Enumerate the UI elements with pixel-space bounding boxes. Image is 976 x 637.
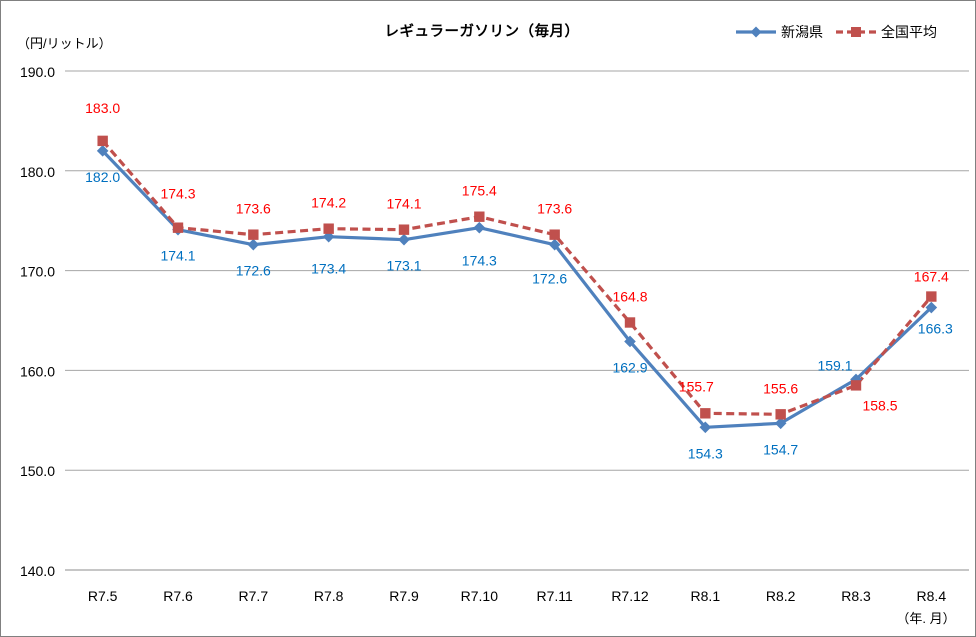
data-point-marker (699, 421, 712, 434)
x-axis-unit-label: （年. 月） (896, 611, 956, 626)
legend-marker (851, 27, 861, 37)
x-axis-tick-label: R7.9 (389, 588, 419, 604)
data-point-marker (96, 145, 109, 157)
data-label: 154.3 (688, 445, 723, 461)
data-label: 174.3 (160, 186, 195, 202)
data-point-marker (850, 380, 862, 391)
data-point-marker (549, 229, 560, 240)
x-axis-tick-label: R7.12 (611, 588, 649, 604)
legend-label-niigata: 新潟県 (781, 24, 823, 40)
data-label: 159.1 (817, 357, 852, 373)
data-label: 173.1 (386, 258, 421, 274)
national-average-line-marker-icon (836, 27, 876, 37)
data-label: 182.0 (85, 169, 120, 185)
data-label: 183.0 (85, 100, 120, 116)
y-axis-tick-label: 170.0 (20, 264, 55, 280)
x-axis-tick-label: R7.11 (537, 588, 574, 604)
data-point-marker (775, 409, 786, 420)
x-axis-tick-label: R8.1 (691, 588, 721, 604)
data-point-marker (323, 223, 334, 234)
data-label: 155.7 (679, 378, 714, 394)
legend-item-national-average: 全国平均 (836, 22, 937, 42)
y-axis-tick-label: 160.0 (20, 363, 55, 379)
data-point-marker (247, 238, 260, 251)
data-point-marker (398, 224, 410, 235)
data-point-marker (925, 301, 938, 314)
data-label: 173.6 (537, 201, 572, 217)
data-label: 173.4 (311, 261, 346, 277)
data-label: 173.6 (236, 201, 271, 217)
data-point-marker (473, 221, 486, 234)
x-axis-tick-label: R7.7 (239, 588, 269, 604)
data-point-marker (774, 417, 787, 430)
data-label: 164.8 (612, 288, 647, 304)
data-point-marker (548, 238, 561, 251)
chart-title: レギュラーガソリン（毎月） (384, 24, 580, 40)
data-point-marker (700, 408, 711, 419)
data-label: 166.3 (918, 321, 953, 337)
y-axis-tick-label: 190.0 (20, 64, 55, 80)
x-axis-tick-label: R7.8 (314, 588, 344, 604)
data-label: 162.9 (612, 359, 647, 375)
x-axis-tick-label: R8.2 (766, 588, 796, 604)
niigata-line-marker-icon (736, 26, 776, 38)
x-axis-tick-label: R8.3 (841, 588, 871, 604)
y-axis-tick-label: 180.0 (20, 164, 55, 180)
data-point-marker (474, 211, 485, 222)
y-axis-tick-label: 140.0 (20, 563, 55, 579)
data-point-marker (97, 135, 108, 147)
legend: 新潟県 全国平均 (736, 22, 937, 42)
data-label: 174.1 (386, 196, 421, 212)
legend-item-niigata: 新潟県 (736, 22, 823, 42)
data-point-marker (172, 222, 184, 233)
data-label: 154.7 (763, 441, 798, 457)
data-label: 167.4 (914, 269, 949, 285)
data-point-marker (624, 317, 636, 328)
data-point-marker (926, 291, 937, 302)
y-axis-tick-label: 150.0 (20, 463, 55, 479)
data-point-marker (850, 373, 862, 386)
data-label: 174.3 (462, 253, 497, 269)
y-axis-unit-label: （円/リットル） (17, 36, 112, 51)
data-point-marker (624, 335, 636, 348)
legend-marker (750, 26, 762, 38)
x-axis-tick-label: R7.6 (163, 588, 193, 604)
legend-label-national-average: 全国平均 (881, 24, 937, 40)
data-label: 174.1 (160, 248, 195, 264)
data-label: 172.6 (236, 263, 271, 279)
data-point-marker (398, 233, 410, 246)
data-point-marker (248, 229, 259, 240)
data-label: 174.2 (311, 195, 346, 211)
data-label: 175.4 (462, 183, 497, 199)
series-line-1 (101, 139, 933, 416)
data-label: 155.6 (763, 380, 798, 396)
x-axis-tick-label: R8.4 (917, 588, 947, 604)
x-axis-tick-label: R7.5 (88, 588, 118, 604)
data-label: 158.5 (862, 397, 897, 413)
series-line-0 (101, 149, 933, 429)
data-label: 172.6 (532, 271, 567, 287)
x-axis-tick-label: R7.10 (461, 588, 499, 604)
